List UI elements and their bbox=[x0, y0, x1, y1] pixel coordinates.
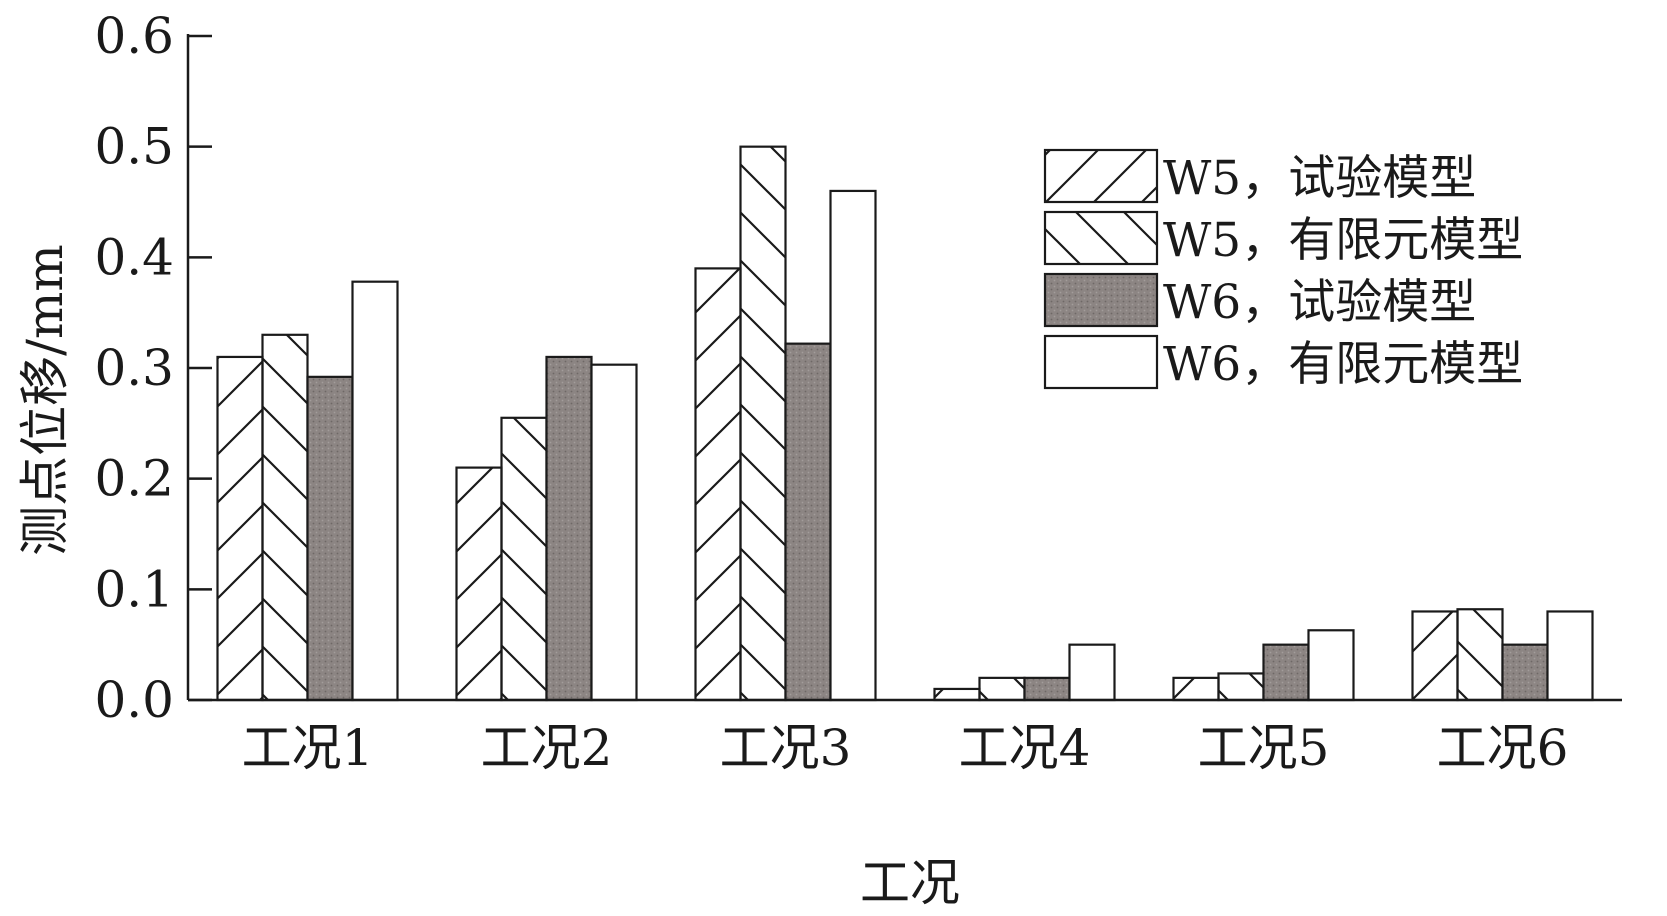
legend: W5，试验模型 W5，有限元模型 W6，试验模型 W6，有限元模型 bbox=[1043, 148, 1523, 392]
bar-2-6 bbox=[1456, 608, 1504, 702]
x-tick-label: 工况6 bbox=[1437, 719, 1569, 777]
y-tick-label: 0.4 bbox=[94, 228, 174, 286]
bar-2-1 bbox=[261, 333, 309, 702]
bar-2-3 bbox=[739, 145, 787, 702]
bar-2-4 bbox=[978, 676, 1026, 702]
bar-1-4 bbox=[933, 687, 981, 702]
bar-3-1 bbox=[306, 375, 354, 702]
bar-3-4 bbox=[1023, 676, 1071, 702]
bar-4-1 bbox=[351, 280, 399, 702]
legend-swatch-3 bbox=[1043, 272, 1159, 328]
legend-label-1: W5，试验模型 bbox=[1163, 151, 1476, 206]
bar-3-5 bbox=[1262, 643, 1310, 702]
bar-1-5 bbox=[1172, 676, 1220, 702]
legend-label-4: W6，有限元模型 bbox=[1163, 337, 1523, 392]
y-tick-label: 0.0 bbox=[94, 671, 174, 729]
x-tick-label: 工况4 bbox=[959, 719, 1091, 777]
legend-swatch-2 bbox=[1043, 210, 1159, 266]
y-tick-label: 0.3 bbox=[94, 339, 174, 397]
y-tick-label: 0.5 bbox=[94, 118, 174, 176]
y-tick-label: 0.6 bbox=[94, 7, 174, 65]
x-tick-label: 工况5 bbox=[1198, 719, 1330, 777]
bar-3-6 bbox=[1501, 643, 1549, 702]
legend-label-3: W6，试验模型 bbox=[1163, 275, 1476, 330]
legend-swatch-1 bbox=[1043, 148, 1159, 204]
bar-4-5 bbox=[1307, 629, 1355, 702]
x-tick-label: 工况3 bbox=[720, 719, 852, 777]
bar-4-2 bbox=[590, 363, 638, 702]
x-axis-title: 工况 bbox=[860, 854, 960, 912]
y-tick-label: 0.1 bbox=[94, 560, 174, 618]
bar-4-3 bbox=[829, 189, 877, 702]
bar-2-5 bbox=[1217, 672, 1265, 702]
plot-area bbox=[216, 145, 1594, 702]
bar-1-1 bbox=[216, 355, 264, 702]
bar-1-6 bbox=[1411, 610, 1459, 702]
bar-1-3 bbox=[694, 267, 742, 702]
y-tick-label: 0.2 bbox=[94, 450, 174, 508]
bar-4-4 bbox=[1068, 643, 1116, 702]
legend-label-2: W5，有限元模型 bbox=[1163, 213, 1523, 268]
bar-3-2 bbox=[545, 355, 593, 702]
bar-4-6 bbox=[1546, 610, 1594, 702]
bar-3-3 bbox=[784, 342, 832, 702]
axes: 0.0 0.1 0.2 0.3 0.4 0.5 0.6 工况1 工况2 工况3 工况4 工况5 工况6 bbox=[94, 7, 1622, 777]
y-axis-title: 测点位移/mm bbox=[16, 244, 74, 556]
x-tick-label: 工况1 bbox=[242, 719, 374, 777]
legend-swatch-4 bbox=[1043, 334, 1159, 390]
bar-1-2 bbox=[455, 466, 503, 702]
x-tick-label: 工况2 bbox=[481, 719, 613, 777]
bar-2-2 bbox=[500, 416, 548, 702]
